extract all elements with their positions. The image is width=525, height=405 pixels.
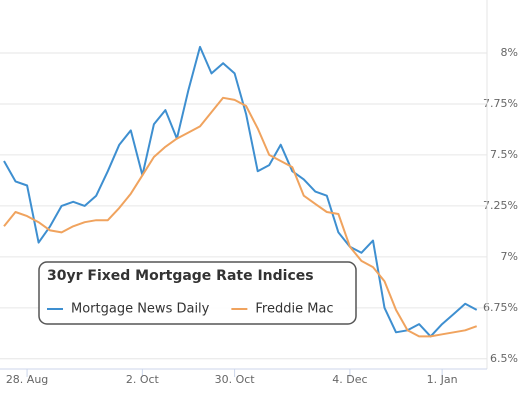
series-line — [3, 45, 478, 338]
x-tick-label: 28. Aug — [6, 373, 48, 386]
x-tick-label: 4. Dec — [332, 373, 367, 386]
x-tick-label: 2. Oct — [126, 373, 160, 386]
y-tick-label: 8% — [501, 46, 518, 59]
y-tick-label: 7.75% — [483, 97, 518, 110]
x-tick-label: 1. Jan — [427, 373, 458, 386]
legend: 30yr Fixed Mortgage Rate Indices Mortgag… — [38, 261, 357, 325]
y-tick-label: 6.5% — [490, 352, 518, 365]
lines — [3, 45, 478, 338]
x-tick-label: 30. Oct — [215, 373, 256, 386]
legend-label: Mortgage News Daily — [71, 302, 210, 317]
legend-box — [38, 261, 357, 325]
y-tick-label: 7.5% — [490, 148, 518, 161]
y-tick-label: 7.25% — [483, 199, 518, 212]
legend-title: 30yr Fixed Mortgage Rate Indices — [47, 268, 314, 284]
series-line — [3, 96, 478, 338]
y-tick-label: 6.75% — [483, 301, 518, 314]
legend-label: Freddie Mac — [255, 302, 333, 317]
y-tick-label: 7% — [501, 250, 518, 263]
